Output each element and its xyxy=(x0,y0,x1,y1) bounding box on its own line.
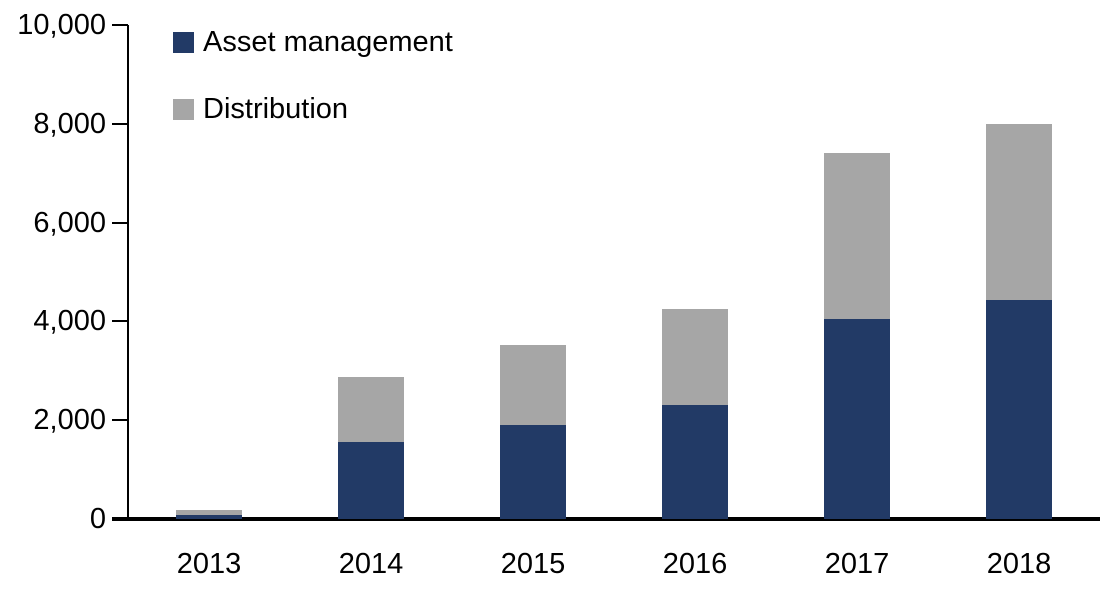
x-axis-label-2015: 2015 xyxy=(500,548,566,580)
y-tick-label: 4,000 xyxy=(33,305,106,338)
legend-item-asset-management: Asset management xyxy=(173,27,453,57)
y-tick-label: 0 xyxy=(89,503,106,535)
y-tick-mark xyxy=(112,221,128,224)
y-tick-mark xyxy=(112,419,128,422)
y-tick-label: 6,000 xyxy=(33,206,106,239)
x-axis-label-2014: 2014 xyxy=(338,548,404,580)
legend-swatch-asset-management xyxy=(173,31,194,53)
x-axis-label-2016: 2016 xyxy=(662,548,728,580)
legend-item-distribution: Distribution xyxy=(173,94,348,124)
bar-segment-2018-asset-management xyxy=(986,300,1052,519)
legend-label-distribution: Distribution xyxy=(203,93,349,125)
legend-swatch-distribution xyxy=(173,98,194,120)
legend-label-asset-management: Asset management xyxy=(203,26,453,58)
y-tick-mark xyxy=(112,320,128,323)
bar-segment-2015-asset-management xyxy=(500,425,566,519)
bar-segment-2013-distribution xyxy=(176,510,242,516)
bar-segment-2016-distribution xyxy=(662,309,728,406)
bar-segment-2016-asset-management xyxy=(662,405,728,519)
bar-segment-2017-distribution xyxy=(824,153,890,319)
y-tick-mark xyxy=(112,518,128,520)
y-tick-label: 8,000 xyxy=(33,107,106,140)
bar-segment-2014-distribution xyxy=(338,377,404,443)
x-axis-label-2013: 2013 xyxy=(176,548,242,580)
y-axis-line xyxy=(127,25,129,519)
y-tick-mark xyxy=(112,24,128,26)
x-axis-label-2017: 2017 xyxy=(824,548,890,580)
bar-segment-2018-distribution xyxy=(986,123,1052,301)
bar-segment-2015-distribution xyxy=(500,345,566,426)
x-axis-label-2018: 2018 xyxy=(986,548,1052,580)
bar-segment-2013-asset-management xyxy=(176,515,242,519)
bar-segment-2017-asset-management xyxy=(824,318,890,519)
y-tick-label: 2,000 xyxy=(33,404,106,437)
bar-segment-2014-asset-management xyxy=(338,442,404,519)
x-axis-line xyxy=(112,517,1100,521)
y-tick-mark xyxy=(112,122,128,125)
y-tick-label: 10,000 xyxy=(17,9,106,41)
